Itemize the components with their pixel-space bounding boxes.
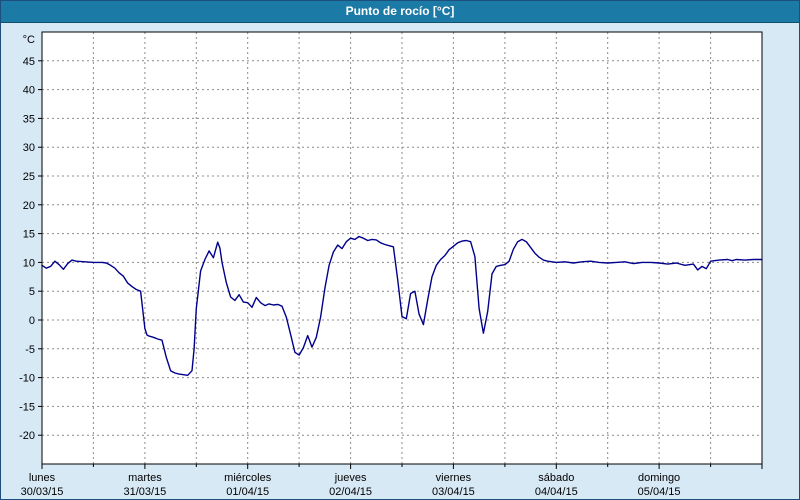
- x-axis-day-label: viernes: [436, 472, 472, 484]
- y-axis-label: 40: [23, 85, 35, 97]
- y-axis-label: 25: [23, 171, 35, 183]
- x-axis-day-label: miércoles: [224, 472, 272, 484]
- chart-title: Punto de rocío [°C]: [345, 4, 455, 18]
- y-axis-label: -10: [19, 373, 35, 385]
- y-axis-label: 35: [23, 113, 35, 125]
- y-axis-label: 15: [23, 229, 35, 241]
- x-axis-date-label: 01/04/15: [226, 486, 269, 498]
- x-axis-day-label: sábado: [538, 472, 574, 484]
- x-axis-date-label: 05/04/15: [638, 486, 681, 498]
- chart-panel: 45 40 35 30 25 20 15 10 5 0 -5 -10 -15 -20 °C lunes 30/0…: [1, 23, 799, 499]
- x-axis-day-label: martes: [128, 472, 162, 484]
- x-axis-date-label: 31/03/15: [123, 486, 166, 498]
- y-axis-label: 30: [23, 142, 35, 154]
- y-axis-label: -20: [19, 430, 35, 442]
- x-axis-day-label: jueves: [334, 472, 367, 484]
- y-axis-label: -5: [25, 344, 35, 356]
- chart-title-bar: Punto de rocío [°C]: [1, 1, 799, 23]
- y-axis-label: -15: [19, 401, 35, 413]
- y-axis-label: 10: [23, 257, 35, 269]
- x-axis-date-label: 03/04/15: [432, 486, 475, 498]
- y-axis-unit-label: °C: [23, 34, 35, 46]
- x-axis-day-label: lunes: [29, 472, 56, 484]
- y-axis-label: 5: [29, 286, 35, 298]
- dewpoint-line: [41, 235, 763, 376]
- y-axis-label: 0: [29, 315, 35, 327]
- x-axis-date-label: 02/04/15: [329, 486, 372, 498]
- dewpoint-chart: 45 40 35 30 25 20 15 10 5 0 -5 -10 -15 -20 °C lunes 30/0…: [19, 31, 763, 498]
- x-axis-date-label: 04/04/15: [535, 486, 578, 498]
- x-axis-date-label: 30/03/15: [21, 486, 64, 498]
- x-axis-day-label: domingo: [638, 472, 680, 484]
- y-axis-label: 20: [23, 200, 35, 212]
- y-axis-label: 45: [23, 56, 35, 68]
